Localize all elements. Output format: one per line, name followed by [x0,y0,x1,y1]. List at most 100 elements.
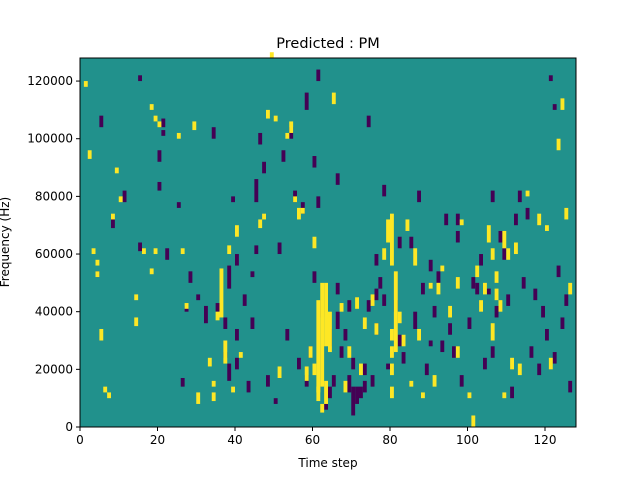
high-value-cell [486,225,491,243]
high-value-cell [262,213,266,220]
high-value-cell [273,115,278,122]
low-value-cell [448,323,452,335]
x-tick-label: 60 [305,433,320,447]
low-value-cell [347,375,352,393]
y-tick-label: 40000 [35,305,73,319]
low-value-cell [138,242,142,252]
high-value-cell [498,300,503,312]
high-value-cell [149,268,154,275]
low-value-cell [362,363,367,376]
high-value-cell [374,323,379,335]
low-value-cell [250,271,255,278]
high-value-cell [95,271,100,278]
low-value-cell [459,375,464,387]
low-value-cell [242,294,247,306]
high-value-cell [525,190,530,197]
low-value-cell [564,294,569,306]
high-value-cell [490,323,495,341]
high-value-cell [455,277,460,289]
high-value-cell [494,271,499,283]
low-value-cell [161,118,166,128]
low-value-cell [235,328,239,341]
high-value-cell [238,352,243,358]
high-value-cell [83,81,88,87]
low-value-cell [413,311,418,329]
low-value-cell [556,265,561,278]
high-value-cell [142,248,146,255]
low-value-cell [525,207,530,220]
high-value-cell [459,219,464,226]
x-tick-label: 100 [456,433,479,447]
high-value-cell [436,282,441,295]
high-value-cell [359,363,363,376]
high-value-cell [157,121,162,128]
high-value-cell [219,268,224,318]
high-value-cell [545,225,549,231]
low-value-cell [215,303,220,312]
high-value-cell [405,219,410,231]
high-value-cell [91,248,96,255]
high-value-cell [196,392,201,404]
low-value-cell [250,317,255,329]
low-value-cell [351,357,356,370]
low-value-cell [366,115,371,128]
high-value-cell [312,236,317,249]
low-value-cell [246,380,251,393]
high-value-cell [390,386,394,399]
x-tick-label: 20 [150,433,165,447]
high-value-cell [324,380,328,404]
low-value-cell [161,130,166,136]
low-value-cell [510,386,514,399]
low-value-cell [444,213,449,226]
high-value-cell [494,288,499,301]
low-value-cell [552,104,557,110]
high-value-cell [227,245,232,255]
low-value-cell [99,115,104,128]
high-value-cell [370,294,375,306]
low-value-cell [254,245,259,255]
high-value-cell [556,138,561,151]
low-value-cell [339,346,344,358]
high-value-cell [393,271,398,353]
high-value-cell [421,392,425,399]
high-value-cell [176,132,181,139]
low-value-cell [486,288,491,295]
low-value-cell [235,357,239,370]
low-value-cell [455,230,460,243]
low-value-cell [359,386,363,399]
high-value-cell [95,259,100,266]
low-value-cell [335,311,340,329]
low-value-cell [316,196,321,208]
high-value-cell [211,380,216,387]
low-value-cell [277,242,282,255]
low-value-cell [204,305,208,324]
low-value-cell [374,254,379,266]
high-value-cell [223,340,228,364]
high-value-cell [467,392,472,399]
high-value-cell [293,196,297,203]
high-value-cell [207,357,212,367]
high-value-cell [107,392,111,399]
low-value-cell [165,248,170,260]
high-value-cell [258,219,263,229]
low-value-cell [374,288,379,301]
plot-frame [79,57,577,428]
low-value-cell [436,271,441,283]
high-value-cell [347,346,352,358]
high-value-cell [548,357,553,370]
low-value-cell [312,271,317,283]
high-value-cell [483,282,487,295]
y-tick-label: 20000 [35,362,73,376]
low-value-cell [483,357,487,370]
low-value-cell [440,340,445,353]
low-value-cell [428,340,433,347]
high-value-cell [87,150,92,159]
low-value-cell [227,265,232,289]
low-value-cell [297,357,301,370]
low-value-cell [382,184,387,197]
y-tick-label: 0 [65,420,73,434]
high-value-cell [134,294,139,301]
low-value-cell [397,236,402,249]
high-value-cell [479,300,483,312]
low-value-cell [382,294,387,306]
